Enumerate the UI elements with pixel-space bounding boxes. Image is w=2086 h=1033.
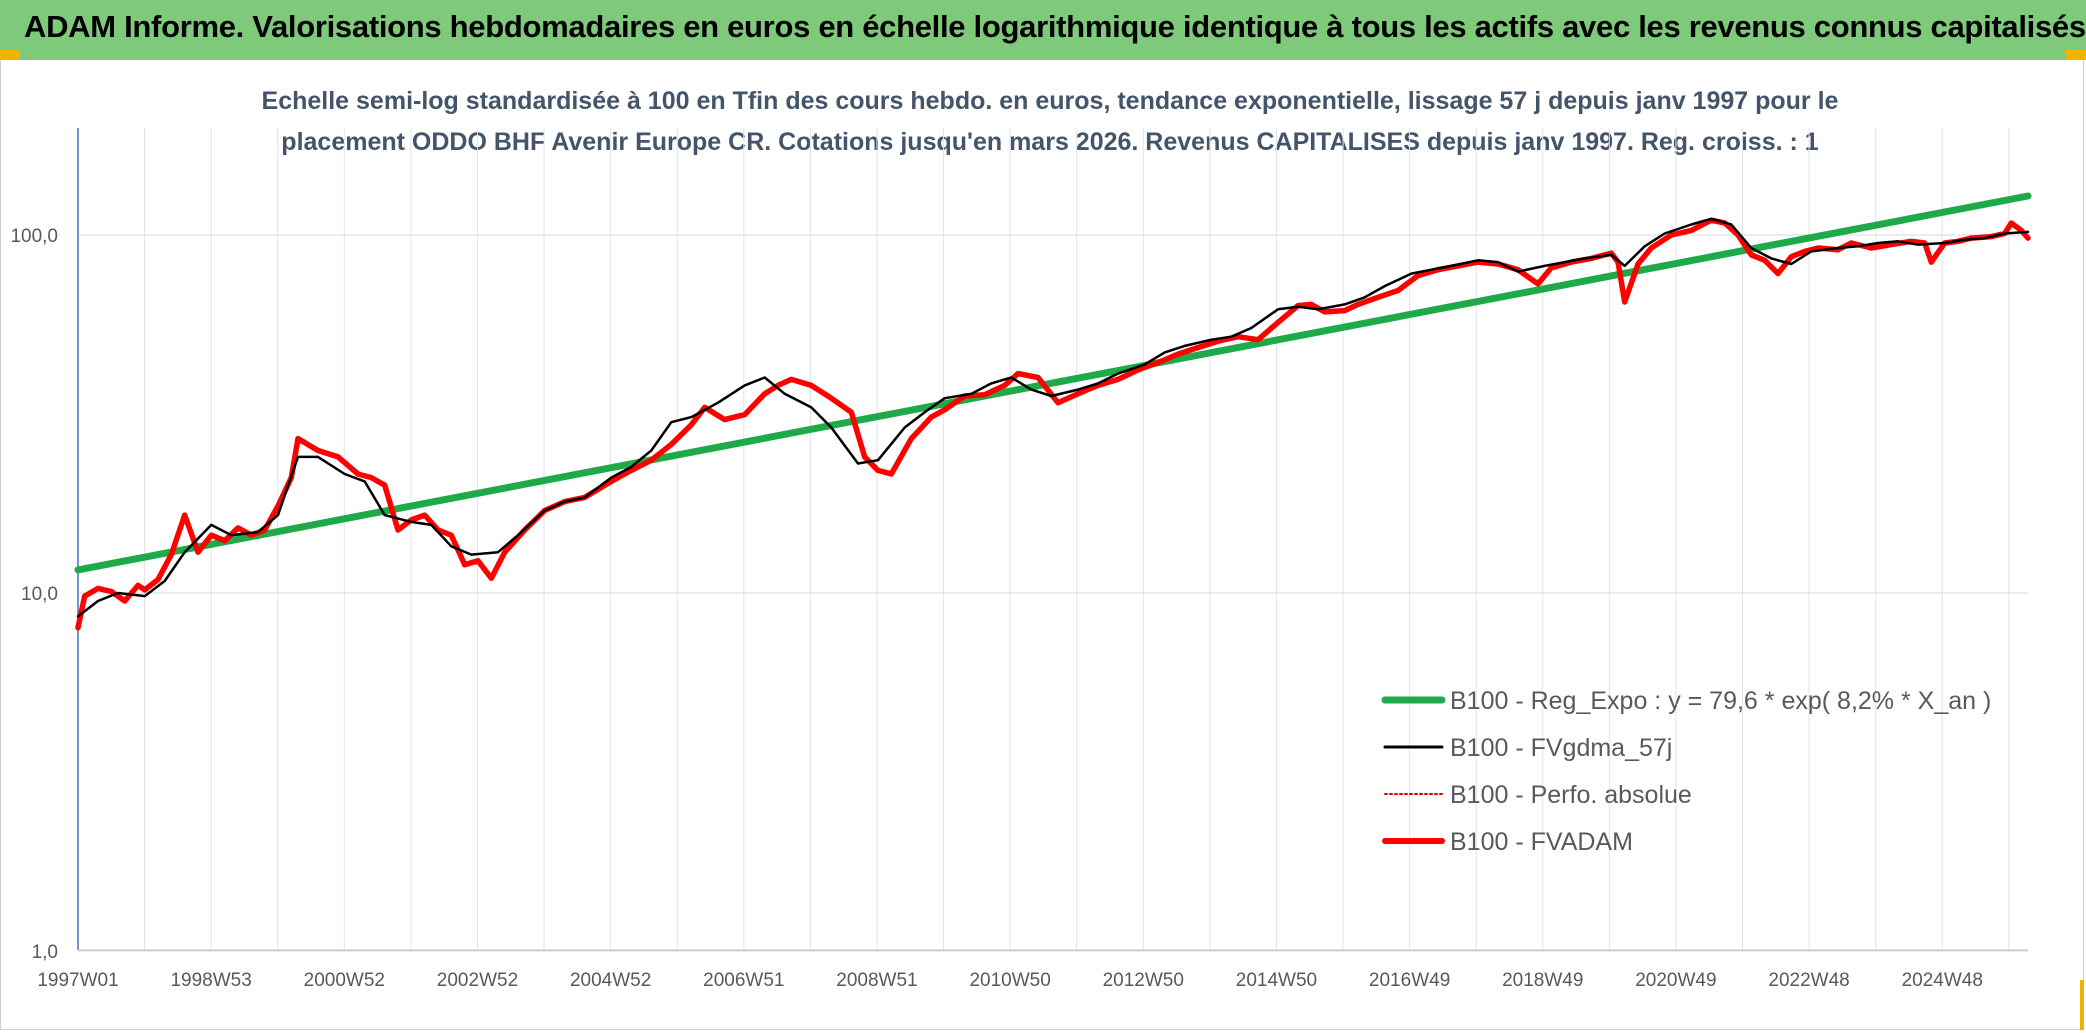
title-banner: ADAM Informe. Valorisations hebdomadaire… (0, 0, 2086, 60)
chart-subtitle-line1: Echelle semi-log standardisée à 100 en T… (261, 87, 1839, 115)
chart-subtitle-line2: placement ODDO BHF Avenir Europe CR. Cot… (281, 128, 1819, 156)
y-tick-labels: 1,0 10,0 100,0 (10, 226, 58, 963)
legend: B100 - Reg_Expo : y = 79,6 * exp( 8,2% *… (1381, 687, 1991, 856)
x-tick-label: 2020W49 (1635, 970, 1716, 991)
edge-marker (2080, 980, 2084, 1030)
corner-marker-left (0, 50, 20, 60)
x-tick-label: 2010W50 (969, 970, 1050, 991)
x-tick-label: 1997W01 (37, 970, 118, 991)
x-tick-label: 2012W50 (1103, 970, 1184, 991)
x-tick-label: 2006W51 (703, 970, 784, 991)
x-tick-label: 2004W52 (570, 970, 651, 991)
corner-marker-right (2066, 50, 2086, 60)
y-tick-label: 10,0 (21, 584, 58, 605)
x-tick-label: 2016W49 (1369, 970, 1450, 991)
series-line-smoothed (76, 217, 2030, 618)
series-line-fvadam (75, 217, 2031, 631)
series-line-regression (74, 192, 2032, 574)
x-tick-label: 2002W52 (437, 970, 518, 991)
x-tick-label: 2014W50 (1236, 970, 1317, 991)
x-tick-labels: 1997W01 1998W53 2000W52 2002W52 2004W52 2006W… (37, 970, 1983, 991)
x-tick-label: 2000W52 (304, 970, 385, 991)
legend-label-smoothed: B100 - FVgdma_57j (1450, 734, 1672, 762)
x-tick-label: 2008W51 (836, 970, 917, 991)
axes (77, 128, 2028, 951)
legend-label-regression: B100 - Reg_Expo : y = 79,6 * exp( 8,2% *… (1450, 687, 1991, 715)
chart-frame (0, 60, 2084, 1030)
x-tick-label: 1998W53 (170, 970, 251, 991)
x-tick-label: 2018W49 (1502, 970, 1583, 991)
plot-area (74, 192, 2032, 631)
x-tick-label: 2024W48 (1902, 970, 1983, 991)
page-title: ADAM Informe. Valorisations hebdomadaire… (24, 9, 2086, 44)
x-tick-label: 2022W48 (1768, 970, 1849, 991)
y-tick-label: 100,0 (10, 226, 58, 247)
legend-label-absolute: B100 - Perfo. absolue (1450, 781, 1692, 809)
legend-label-fvadam: B100 - FVADAM (1450, 828, 1633, 856)
y-tick-label: 1,0 (32, 942, 58, 963)
